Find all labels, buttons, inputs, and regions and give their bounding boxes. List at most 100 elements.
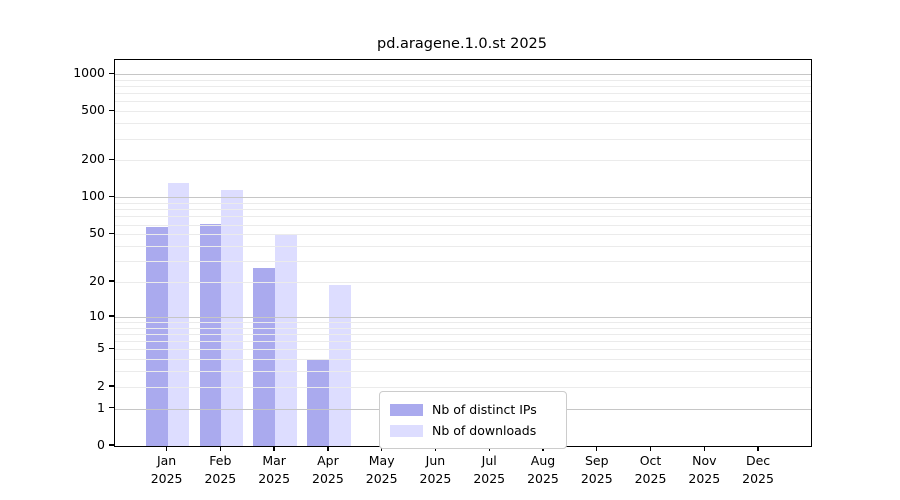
year-label: 2025 — [634, 471, 667, 486]
month-label: Nov — [692, 453, 717, 468]
plot-area: Nb of distinct IPs Nb of downloads — [114, 59, 812, 449]
x-tick-label-sep: Sep 2025 — [562, 452, 632, 488]
month-label: May — [368, 453, 395, 468]
gridline-minor-90 — [115, 203, 811, 205]
x-tick-feb — [219, 446, 222, 451]
x-tick-label-jul: Jul 2025 — [454, 452, 524, 488]
chart-title: pd.aragene.1.0.st 2025 — [376, 36, 547, 52]
gridline-minor-70 — [115, 216, 811, 218]
gridline-minor-7 — [115, 333, 811, 335]
legend-item-distinct-ips: Nb of distinct IPs — [390, 399, 556, 420]
year-label: 2025 — [419, 471, 452, 486]
bar-ips-apr — [307, 359, 329, 446]
x-tick-label-feb: Feb 2025 — [185, 452, 255, 488]
month-label: Mar — [262, 453, 286, 468]
month-label: Oct — [639, 453, 662, 468]
y-tick-10 — [109, 315, 114, 317]
year-label: 2025 — [258, 471, 291, 486]
year-label: 2025 — [580, 471, 613, 486]
month-label: Sep — [584, 453, 609, 468]
y-tick-label-50: 50 — [89, 225, 105, 241]
gridline-minor-9 — [115, 321, 811, 323]
legend-label: Nb of downloads — [432, 423, 537, 438]
x-tick-label-dec: Dec 2025 — [723, 452, 793, 488]
gridline-minor-80 — [115, 209, 811, 211]
x-tick-sep — [596, 446, 598, 451]
bar-downloads-feb — [221, 190, 244, 446]
month-label: Jan — [156, 453, 177, 468]
y-tick-50 — [109, 232, 114, 235]
month-label: Aug — [530, 453, 556, 468]
gridline-minor-8 — [115, 327, 811, 329]
y-tick-label-10: 10 — [89, 307, 105, 323]
year-label: 2025 — [688, 471, 721, 486]
x-tick-mar — [273, 446, 275, 451]
gridline-minor-700 — [115, 93, 811, 95]
year-label: 2025 — [527, 471, 559, 486]
bar-ips-mar — [253, 268, 276, 446]
y-tick-1 — [109, 407, 114, 409]
x-tick-label-mar: Mar 2025 — [239, 452, 309, 488]
y-tick-label-1: 1 — [97, 399, 105, 415]
x-tick-label-oct: Oct 2025 — [616, 452, 686, 488]
month-label: Jul — [481, 453, 497, 468]
gridline-minor-50 — [115, 234, 811, 236]
y-tick-label-200: 200 — [81, 151, 105, 167]
x-tick-label-nov: Nov 2025 — [669, 452, 739, 488]
legend-swatch — [390, 403, 423, 416]
gridline-minor-200 — [115, 160, 811, 162]
gridline-minor-3 — [115, 371, 811, 373]
legend-swatch — [390, 424, 423, 437]
x-tick-dec — [757, 446, 759, 451]
year-label: 2025 — [742, 471, 774, 486]
x-tick-apr — [327, 446, 329, 451]
y-tick-20 — [109, 280, 114, 282]
year-label: 2025 — [150, 471, 183, 486]
y-tick-1000 — [109, 72, 114, 74]
y-tick-label-100: 100 — [81, 188, 105, 204]
gridline-minor-600 — [115, 101, 811, 103]
gridline-minor-400 — [115, 123, 811, 125]
gridline-minor-4 — [115, 359, 811, 361]
bar-downloads-apr — [328, 284, 351, 446]
month-label: Feb — [209, 453, 232, 468]
gridline-minor-2 — [115, 386, 811, 388]
year-label: 2025 — [204, 471, 237, 486]
y-tick-200 — [109, 158, 114, 161]
month-label: Apr — [317, 453, 339, 468]
gridline-minor-900 — [115, 79, 811, 81]
x-tick-label-apr: Apr 2025 — [293, 452, 363, 488]
gridline-major-10 — [115, 316, 811, 318]
gridline-minor-6 — [115, 341, 811, 343]
gridline-major-100 — [115, 197, 811, 199]
bar-downloads-jan — [167, 183, 190, 446]
month-label: Dec — [745, 453, 771, 468]
gridline-minor-500 — [115, 111, 811, 113]
y-tick-label-500: 500 — [81, 102, 105, 118]
y-tick-label-2: 2 — [97, 377, 105, 393]
gridline-minor-300 — [115, 138, 811, 140]
x-tick-jan — [165, 446, 168, 451]
gridline-minor-20 — [115, 281, 811, 283]
year-label: 2025 — [473, 471, 506, 486]
y-tick-label-0: 0 — [97, 436, 105, 452]
gridline-major-1000 — [115, 74, 811, 76]
y-tick-0 — [109, 444, 114, 446]
year-label: 2025 — [312, 471, 344, 486]
x-tick-label-jun: Jun 2025 — [400, 452, 470, 488]
x-tick-nov — [703, 446, 705, 451]
y-tick-2 — [109, 385, 114, 387]
y-tick-100 — [109, 195, 114, 198]
x-tick-label-jan: Jan 2025 — [132, 452, 202, 488]
gridline-minor-30 — [115, 261, 811, 263]
gridline-minor-5 — [115, 349, 811, 351]
x-tick-label-may: May 2025 — [347, 452, 417, 488]
y-tick-5 — [109, 347, 114, 350]
x-tick-oct — [649, 446, 652, 451]
gridline-minor-60 — [115, 224, 811, 226]
legend: Nb of distinct IPs Nb of downloads — [379, 391, 567, 449]
legend-label: Nb of distinct IPs — [432, 402, 537, 417]
y-tick-label-20: 20 — [89, 272, 105, 288]
y-tick-label-5: 5 — [97, 340, 105, 356]
